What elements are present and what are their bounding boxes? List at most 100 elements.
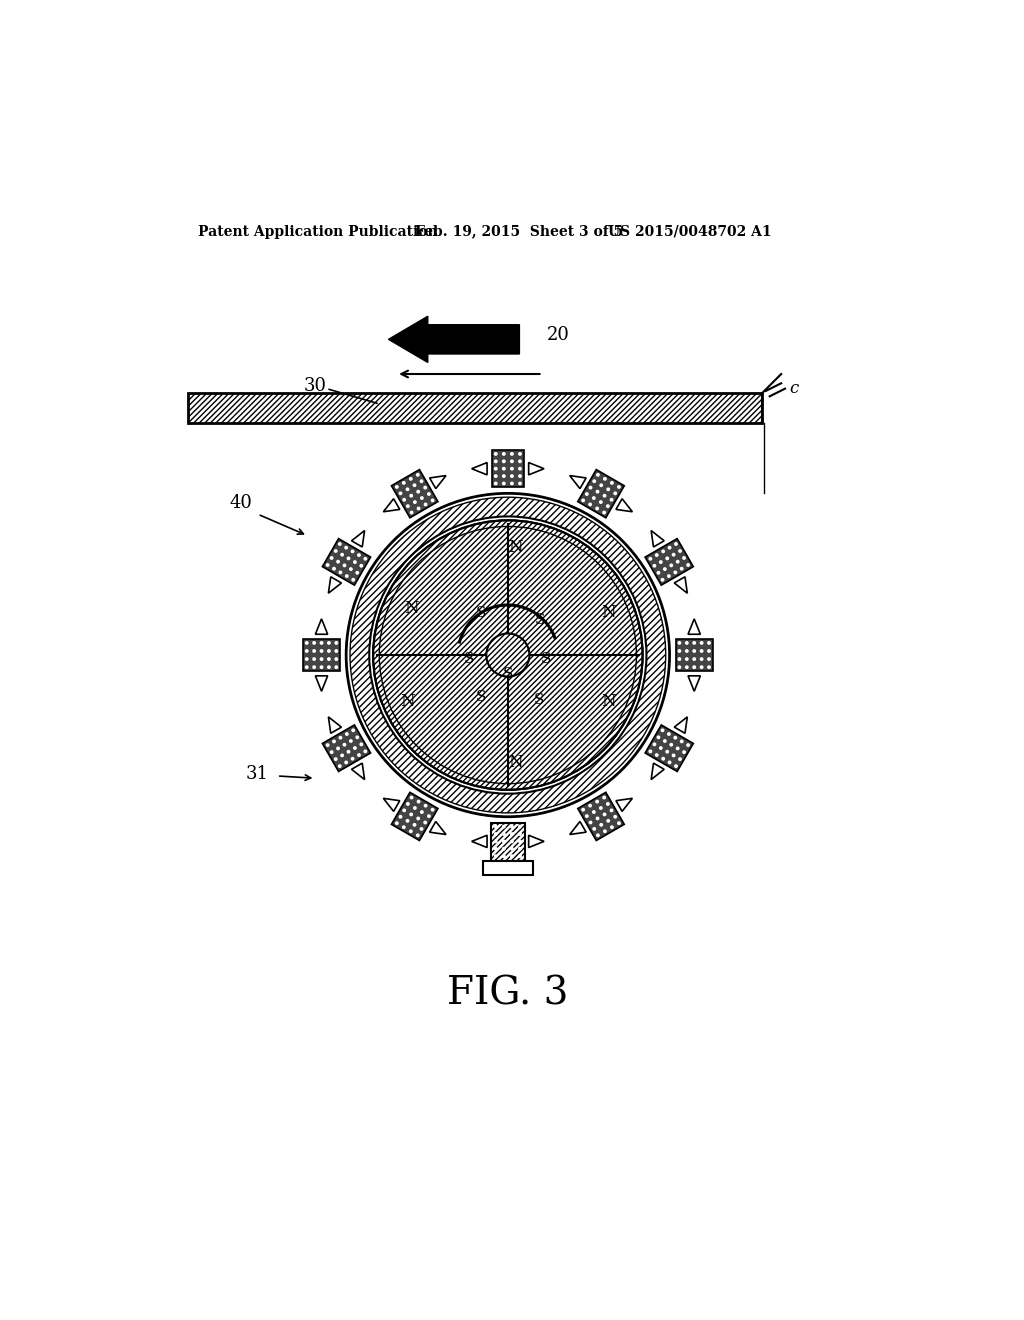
Circle shape <box>678 758 682 762</box>
Circle shape <box>417 507 421 511</box>
Circle shape <box>319 649 324 653</box>
Circle shape <box>592 496 596 500</box>
Polygon shape <box>688 619 700 635</box>
Text: N: N <box>508 754 523 771</box>
Circle shape <box>413 807 417 810</box>
Circle shape <box>585 492 589 496</box>
Circle shape <box>353 560 356 564</box>
Polygon shape <box>528 836 544 847</box>
Circle shape <box>345 574 349 578</box>
Circle shape <box>305 665 308 669</box>
Circle shape <box>502 467 506 471</box>
Circle shape <box>602 494 606 498</box>
Circle shape <box>518 840 522 843</box>
Circle shape <box>406 803 410 807</box>
Circle shape <box>319 642 324 645</box>
Circle shape <box>603 829 607 833</box>
Circle shape <box>699 665 703 669</box>
Circle shape <box>359 742 364 746</box>
Circle shape <box>518 832 522 836</box>
Polygon shape <box>569 821 586 834</box>
Circle shape <box>420 496 424 500</box>
Circle shape <box>334 549 338 553</box>
Circle shape <box>344 545 348 549</box>
Circle shape <box>613 491 617 495</box>
Circle shape <box>343 564 346 568</box>
Circle shape <box>667 574 671 578</box>
Circle shape <box>648 750 652 754</box>
Circle shape <box>330 556 334 560</box>
Polygon shape <box>323 539 371 585</box>
Polygon shape <box>616 499 633 512</box>
Text: FIG. 3: FIG. 3 <box>447 975 568 1012</box>
Circle shape <box>340 553 344 557</box>
Circle shape <box>592 826 596 830</box>
Circle shape <box>596 817 599 820</box>
Circle shape <box>667 733 671 737</box>
Text: 20: 20 <box>547 326 569 345</box>
Polygon shape <box>651 531 665 546</box>
Circle shape <box>326 564 330 566</box>
Circle shape <box>510 854 514 858</box>
Circle shape <box>654 754 658 756</box>
Circle shape <box>617 821 621 825</box>
Circle shape <box>332 566 336 570</box>
Circle shape <box>680 739 684 743</box>
Circle shape <box>510 467 514 471</box>
Circle shape <box>518 467 522 471</box>
Circle shape <box>494 840 498 843</box>
Circle shape <box>609 808 613 812</box>
Circle shape <box>692 665 696 669</box>
Circle shape <box>406 487 410 491</box>
Circle shape <box>678 642 681 645</box>
Circle shape <box>401 825 406 829</box>
Circle shape <box>357 754 360 756</box>
Circle shape <box>599 807 603 810</box>
Bar <box>483 862 532 875</box>
Circle shape <box>327 657 331 661</box>
Circle shape <box>416 833 420 837</box>
Circle shape <box>589 821 593 825</box>
Circle shape <box>345 733 349 737</box>
Circle shape <box>502 832 506 836</box>
Circle shape <box>338 543 342 546</box>
Circle shape <box>606 487 610 491</box>
Circle shape <box>595 507 599 511</box>
Circle shape <box>417 800 421 804</box>
Circle shape <box>502 825 506 829</box>
Circle shape <box>668 545 672 549</box>
Polygon shape <box>569 475 586 488</box>
Circle shape <box>662 549 666 553</box>
Text: S: S <box>541 652 552 665</box>
Circle shape <box>346 557 350 560</box>
Polygon shape <box>315 676 328 692</box>
Circle shape <box>413 483 417 487</box>
Circle shape <box>319 657 324 661</box>
Circle shape <box>674 735 677 739</box>
Circle shape <box>596 833 600 837</box>
Circle shape <box>609 498 613 502</box>
Circle shape <box>592 479 596 483</box>
Polygon shape <box>391 470 438 517</box>
Circle shape <box>410 511 414 515</box>
Circle shape <box>502 482 506 486</box>
Circle shape <box>692 657 696 661</box>
Text: S: S <box>476 690 486 705</box>
Circle shape <box>494 482 498 486</box>
Polygon shape <box>616 799 633 812</box>
Circle shape <box>707 657 711 661</box>
Circle shape <box>510 474 514 478</box>
Circle shape <box>666 750 669 754</box>
Circle shape <box>350 756 354 760</box>
Circle shape <box>606 803 609 807</box>
Circle shape <box>518 482 522 486</box>
Circle shape <box>592 810 596 814</box>
Circle shape <box>431 499 434 503</box>
Polygon shape <box>492 822 524 859</box>
Circle shape <box>335 665 338 669</box>
Polygon shape <box>492 450 524 487</box>
Circle shape <box>699 657 703 661</box>
Circle shape <box>582 499 585 503</box>
Circle shape <box>682 556 686 560</box>
Circle shape <box>589 486 593 490</box>
